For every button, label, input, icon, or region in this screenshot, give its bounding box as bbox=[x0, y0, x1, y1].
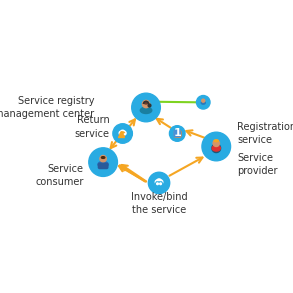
Circle shape bbox=[121, 132, 125, 135]
Circle shape bbox=[156, 182, 157, 183]
Circle shape bbox=[142, 100, 150, 108]
Circle shape bbox=[202, 99, 205, 102]
Circle shape bbox=[100, 156, 106, 162]
Circle shape bbox=[155, 180, 159, 184]
Ellipse shape bbox=[201, 101, 205, 104]
Text: Service registry
management center: Service registry management center bbox=[0, 96, 94, 119]
Circle shape bbox=[157, 183, 158, 185]
Text: Service
consumer: Service consumer bbox=[35, 163, 84, 187]
FancyBboxPatch shape bbox=[98, 163, 108, 168]
Text: Invoke/bind
the service: Invoke/bind the service bbox=[131, 192, 187, 215]
Circle shape bbox=[202, 132, 231, 161]
Circle shape bbox=[157, 181, 161, 185]
Ellipse shape bbox=[140, 107, 152, 113]
Circle shape bbox=[119, 131, 123, 135]
Circle shape bbox=[157, 179, 161, 183]
Circle shape bbox=[160, 183, 161, 185]
Circle shape bbox=[158, 182, 159, 183]
Ellipse shape bbox=[98, 161, 108, 167]
Text: Service
provider: Service provider bbox=[237, 153, 277, 176]
Text: 1: 1 bbox=[173, 128, 181, 138]
Ellipse shape bbox=[212, 145, 220, 151]
FancyBboxPatch shape bbox=[174, 130, 180, 137]
Ellipse shape bbox=[144, 101, 148, 104]
Circle shape bbox=[132, 93, 160, 122]
Ellipse shape bbox=[214, 140, 218, 142]
Circle shape bbox=[148, 172, 170, 194]
Circle shape bbox=[122, 131, 126, 135]
Ellipse shape bbox=[101, 157, 105, 159]
Circle shape bbox=[169, 126, 185, 141]
Circle shape bbox=[113, 124, 132, 143]
Circle shape bbox=[197, 96, 210, 109]
FancyBboxPatch shape bbox=[175, 131, 181, 137]
Circle shape bbox=[120, 130, 125, 134]
FancyBboxPatch shape bbox=[175, 131, 180, 137]
Text: Return
service: Return service bbox=[75, 115, 110, 139]
Circle shape bbox=[161, 182, 162, 183]
Text: Registration
service: Registration service bbox=[237, 122, 293, 145]
Circle shape bbox=[159, 180, 163, 184]
Circle shape bbox=[89, 148, 117, 176]
Circle shape bbox=[162, 183, 163, 184]
Circle shape bbox=[213, 140, 219, 146]
Circle shape bbox=[159, 183, 160, 184]
Circle shape bbox=[159, 182, 160, 183]
